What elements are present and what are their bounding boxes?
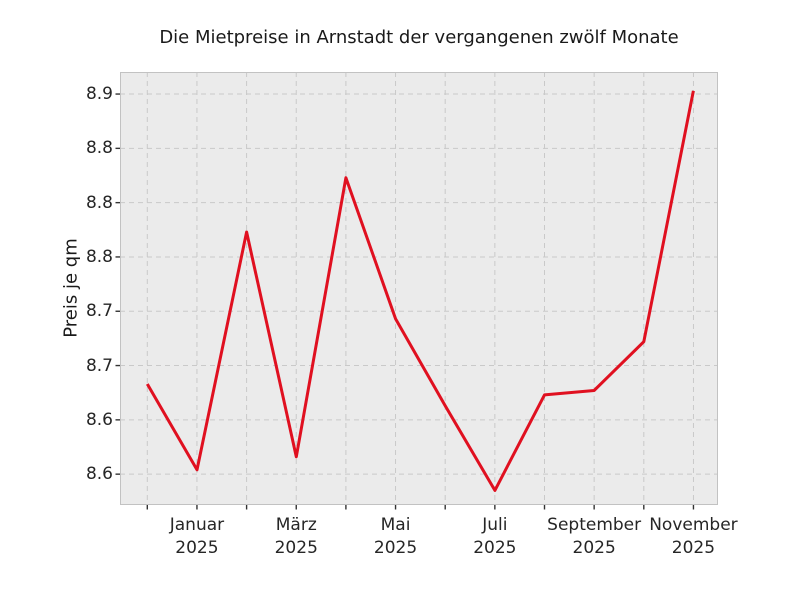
y-tick-label: 8.7 <box>85 355 113 376</box>
y-tick-label: 8.6 <box>85 409 113 430</box>
axes-border <box>120 72 718 505</box>
price-line <box>146 90 695 492</box>
x-tick-label: November 2025 <box>649 515 738 558</box>
x-tick-label: Mai 2025 <box>373 515 418 558</box>
line-chart <box>115 72 718 510</box>
plot-area <box>115 72 718 510</box>
y-tick-label: 8.9 <box>85 84 113 105</box>
x-tick-label: Januar 2025 <box>169 515 225 558</box>
chart-title: Die Mietpreise in Arnstadt der vergangen… <box>159 27 679 48</box>
x-tick-label: März 2025 <box>274 515 318 558</box>
x-tick-label: September 2025 <box>547 515 642 558</box>
y-tick-label: 8.8 <box>85 192 113 213</box>
y-tick-label: 8.7 <box>85 301 113 322</box>
x-tick-label: Juli 2025 <box>473 515 517 558</box>
y-tick-label: 8.6 <box>85 464 113 485</box>
y-tick-label: 8.8 <box>85 246 113 267</box>
plot-background <box>120 72 718 505</box>
y-tick-label: 8.8 <box>85 138 113 159</box>
